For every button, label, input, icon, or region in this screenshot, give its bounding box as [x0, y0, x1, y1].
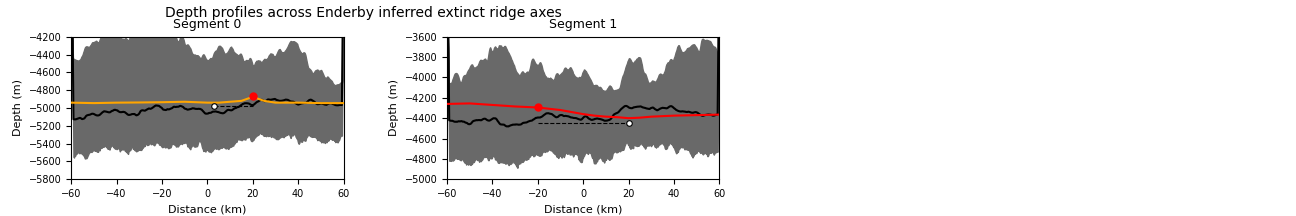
X-axis label: Distance (km): Distance (km) — [544, 205, 622, 214]
Y-axis label: Depth (m): Depth (m) — [13, 79, 23, 137]
Title: Segment 1: Segment 1 — [550, 18, 617, 31]
Title: Segment 0: Segment 0 — [174, 18, 241, 31]
X-axis label: Distance (km): Distance (km) — [168, 205, 246, 214]
Text: Depth profiles across Enderby inferred extinct ridge axes: Depth profiles across Enderby inferred e… — [165, 6, 561, 21]
Y-axis label: Depth (m): Depth (m) — [389, 79, 399, 137]
